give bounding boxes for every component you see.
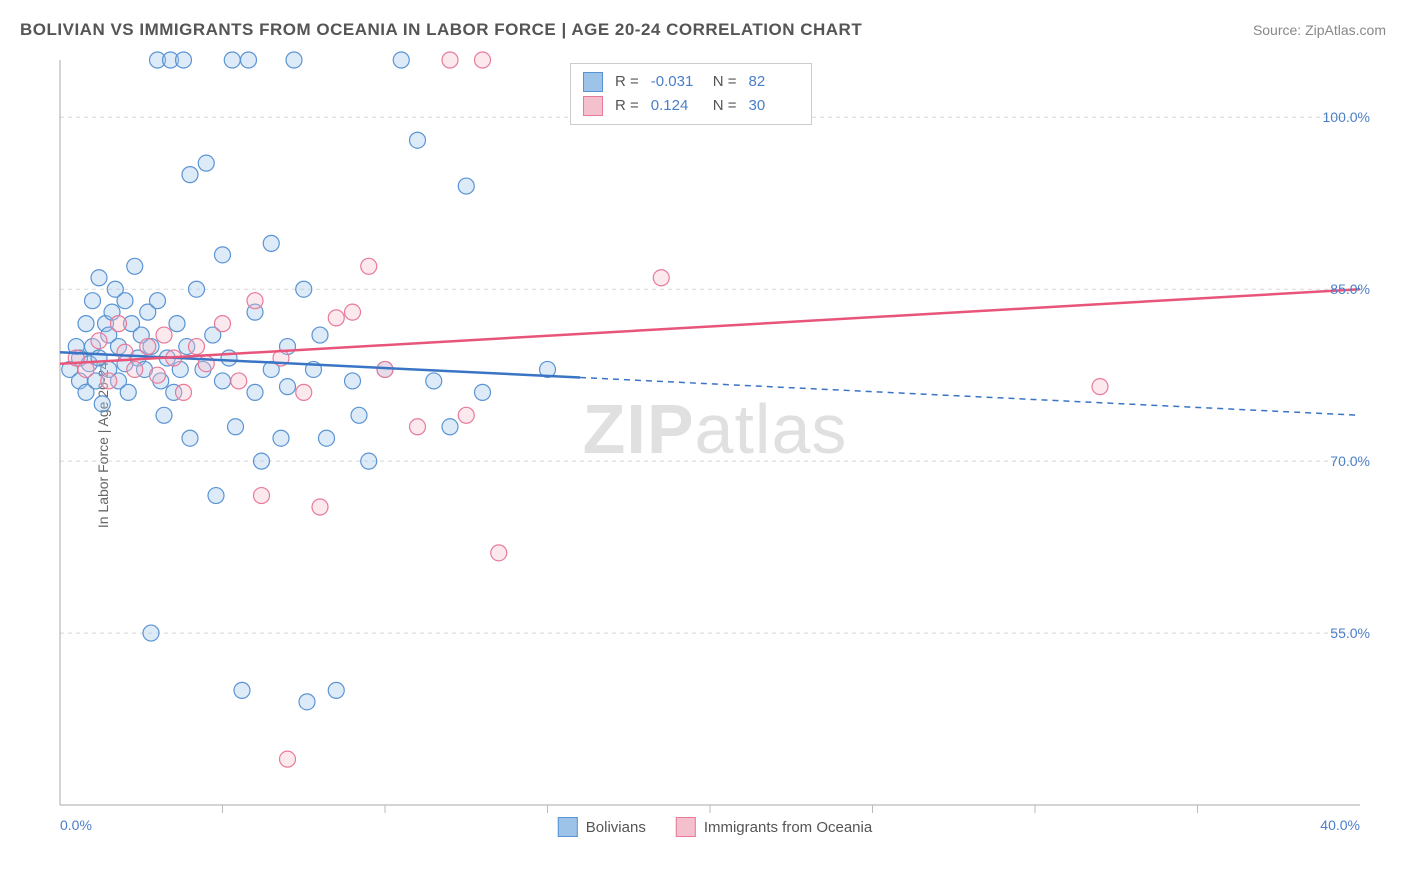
x-tick-label: 40.0% [1320,817,1360,833]
y-tick-label: 55.0% [1330,625,1370,641]
legend-item: Immigrants from Oceania [676,817,872,837]
n-label: N = [713,70,737,94]
n-label: N = [713,94,737,118]
y-tick-label: 100.0% [1323,109,1370,125]
r-value: 0.124 [651,94,701,118]
chart-title: BOLIVIAN VS IMMIGRANTS FROM OCEANIA IN L… [20,20,862,40]
series-swatch [583,72,603,92]
legend-item: Bolivians [558,817,646,837]
r-label: R = [615,70,639,94]
r-value: -0.031 [651,70,701,94]
chart-header: BOLIVIAN VS IMMIGRANTS FROM OCEANIA IN L… [20,20,1386,40]
source-attribution: Source: ZipAtlas.com [1253,22,1386,38]
y-tick-label: 70.0% [1330,453,1370,469]
stats-row: R = 0.124 N = 30 [583,94,799,118]
n-value: 30 [749,94,799,118]
legend-swatch [558,817,578,837]
stats-row: R = -0.031 N = 82 [583,70,799,94]
scatter-chart [50,55,1380,835]
n-value: 82 [749,70,799,94]
legend-swatch [676,817,696,837]
y-tick-label: 85.0% [1330,281,1370,297]
chart-area: In Labor Force | Age 20-24 ZIPatlas R = … [50,55,1380,835]
r-label: R = [615,94,639,118]
x-tick-label: 0.0% [60,817,92,833]
stats-legend-box: R = -0.031 N = 82 R = 0.124 N = 30 [570,63,812,125]
legend-label: Immigrants from Oceania [704,819,872,836]
bottom-legend: Bolivians Immigrants from Oceania [558,817,872,837]
series-swatch [583,96,603,116]
legend-label: Bolivians [586,819,646,836]
